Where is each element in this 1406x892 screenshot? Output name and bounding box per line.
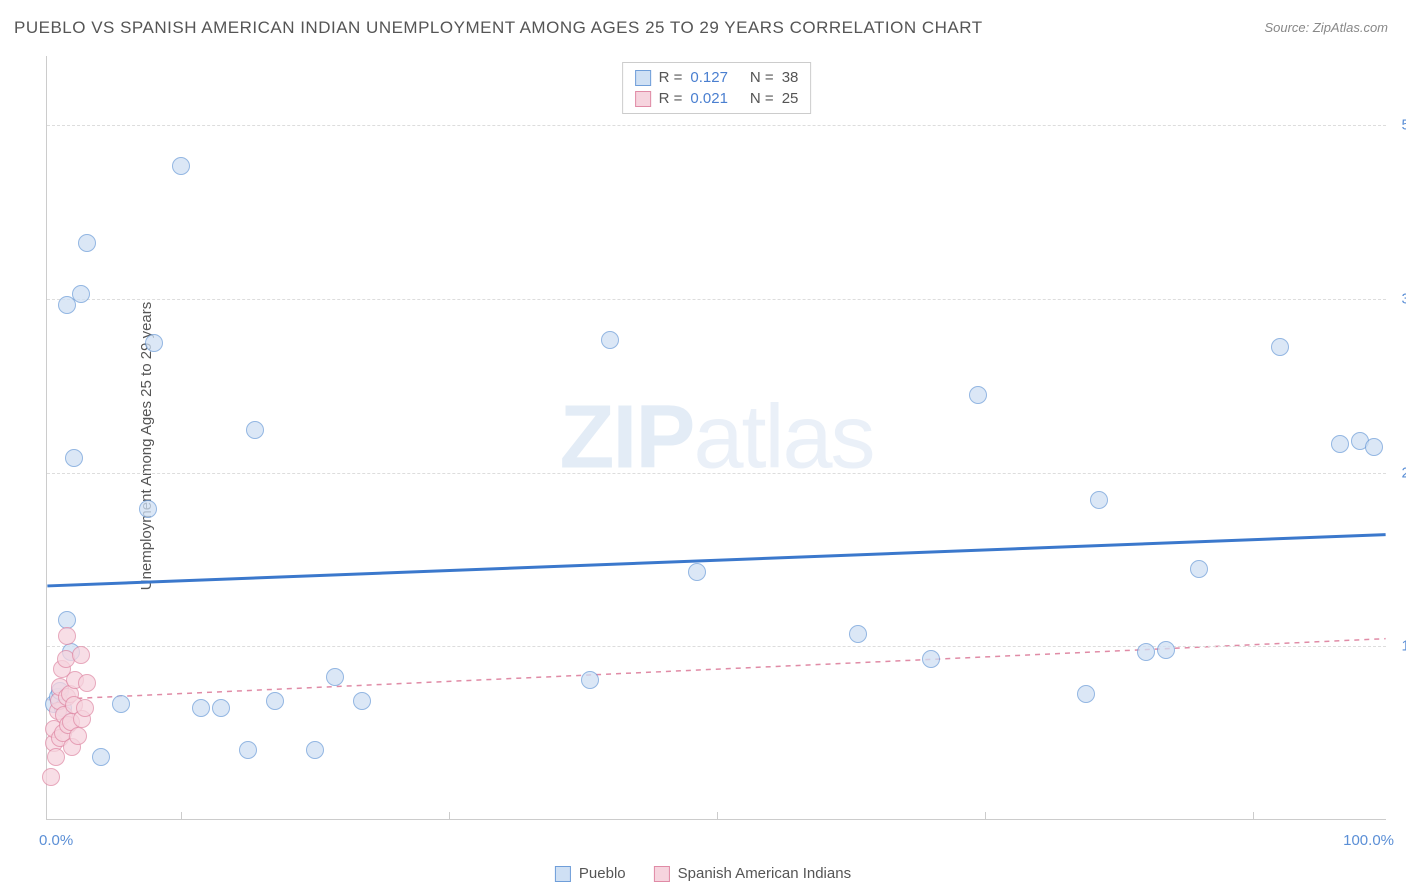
y-tick-label: 37.5% [1401, 291, 1406, 308]
trendline [47, 639, 1385, 700]
data-point [1137, 643, 1155, 661]
data-point [969, 386, 987, 404]
gridline-h [47, 299, 1386, 300]
chart-title: PUEBLO VS SPANISH AMERICAN INDIAN UNEMPL… [14, 18, 983, 38]
y-tick-label: 50.0% [1401, 117, 1406, 134]
data-point [78, 674, 96, 692]
legend-swatch [555, 866, 571, 882]
trendlines-layer [47, 56, 1386, 819]
data-point [306, 741, 324, 759]
data-point [326, 668, 344, 686]
data-point [246, 421, 264, 439]
x-tick-mark [449, 812, 450, 820]
data-point [601, 331, 619, 349]
x-tick-mark [1253, 812, 1254, 820]
source-credit: Source: ZipAtlas.com [1264, 20, 1388, 35]
data-point [239, 741, 257, 759]
data-point [145, 334, 163, 352]
trendline [47, 535, 1385, 586]
data-point [353, 692, 371, 710]
data-point [1190, 560, 1208, 578]
gridline-h [47, 473, 1386, 474]
x-axis-max-label: 100.0% [1343, 832, 1394, 849]
data-point [1271, 338, 1289, 356]
data-point [1365, 438, 1383, 456]
legend-swatch [654, 866, 670, 882]
legend-label: Pueblo [579, 865, 626, 882]
data-point [42, 768, 60, 786]
data-point [78, 234, 96, 252]
data-point [58, 627, 76, 645]
series-legend: Pueblo Spanish American Indians [555, 865, 851, 882]
x-axis-min-label: 0.0% [39, 832, 73, 849]
data-point [266, 692, 284, 710]
series-legend-item: Spanish American Indians [654, 865, 851, 882]
y-tick-label: 25.0% [1401, 464, 1406, 481]
data-point [1331, 435, 1349, 453]
data-point [922, 650, 940, 668]
data-point [581, 671, 599, 689]
data-point [76, 699, 94, 717]
data-point [112, 695, 130, 713]
data-point [139, 500, 157, 518]
data-point [69, 727, 87, 745]
data-point [1157, 641, 1175, 659]
data-point [65, 449, 83, 467]
data-point [192, 699, 210, 717]
data-point [1077, 685, 1095, 703]
data-point [72, 285, 90, 303]
data-point [92, 748, 110, 766]
data-point [47, 748, 65, 766]
data-point [72, 646, 90, 664]
plot-area: ZIPatlas R =0.127N =38R =0.021N =25 0.0%… [46, 56, 1386, 820]
data-point [1090, 491, 1108, 509]
data-point [849, 625, 867, 643]
x-tick-mark [181, 812, 182, 820]
y-tick-label: 12.5% [1401, 638, 1406, 655]
data-point [212, 699, 230, 717]
gridline-h [47, 125, 1386, 126]
legend-label: Spanish American Indians [678, 865, 851, 882]
data-point [172, 157, 190, 175]
x-tick-mark [717, 812, 718, 820]
x-tick-mark [985, 812, 986, 820]
data-point [688, 563, 706, 581]
gridline-h [47, 646, 1386, 647]
series-legend-item: Pueblo [555, 865, 626, 882]
